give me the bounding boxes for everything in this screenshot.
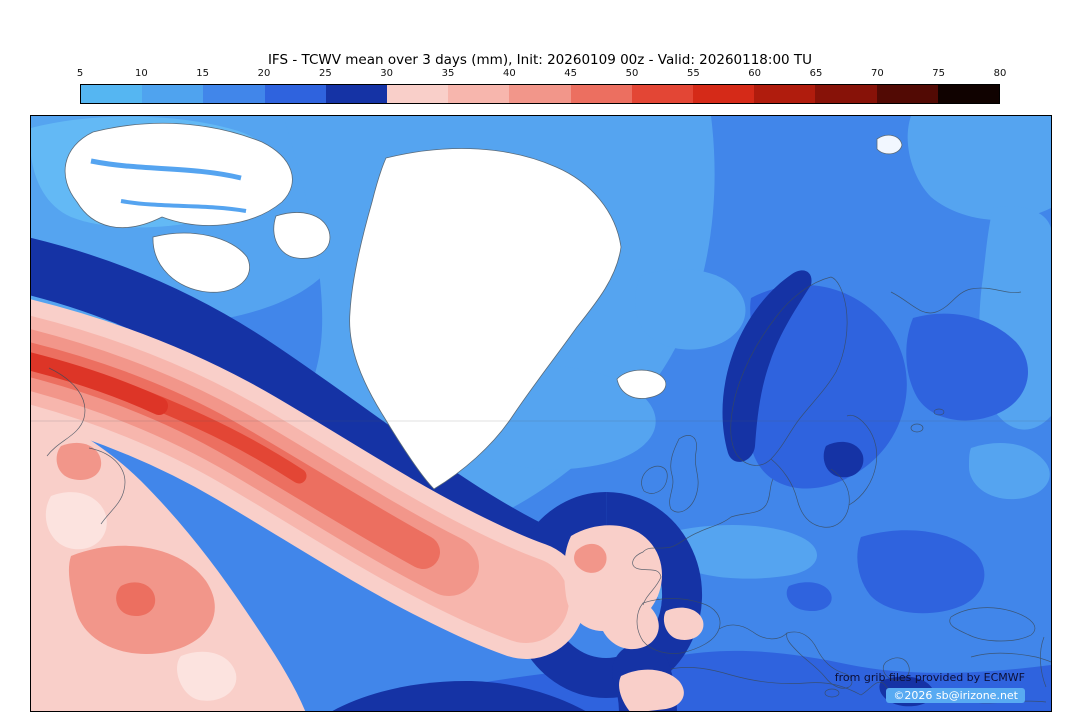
colorbar-segment — [937, 85, 1000, 103]
baltic-coast — [770, 458, 850, 528]
colorbar-tick-label: 40 — [502, 68, 516, 79]
colorbar-tick-label: 5 — [76, 68, 84, 79]
credit-source: from grib files provided by ECMWF — [834, 671, 1025, 684]
iberia-coast — [636, 598, 721, 654]
colorbar-tick-label: 10 — [134, 68, 148, 79]
chart-title: IFS - TCWV mean over 3 days (mm), Init: … — [267, 52, 813, 68]
greenland-landmass — [349, 148, 622, 490]
colorbar-segment — [815, 85, 877, 103]
west-europe-coast — [632, 478, 774, 606]
dry-landmasses — [64, 122, 903, 490]
scandinavia-coast — [730, 276, 848, 466]
ireland-coast — [641, 465, 668, 494]
colorbar-tick-label: 75 — [932, 68, 946, 79]
colorbar-segment — [754, 85, 816, 103]
tcwv-madeira-blobs — [564, 525, 704, 711]
colorbar-tick-label: 25 — [318, 68, 332, 79]
colorbar-segment — [325, 85, 388, 103]
colorbar-tick-label: 65 — [809, 68, 823, 79]
colorbar-tick-label: 35 — [441, 68, 455, 79]
russia-north-coast — [890, 287, 1022, 314]
colorbar-segment — [81, 85, 143, 103]
colorbar-tick-label: 50 — [625, 68, 639, 79]
weather-map: from grib files provided by ECMWF ©2026 … — [30, 115, 1052, 712]
great-britain-coast — [669, 435, 699, 513]
tcwv-pink-expanse — [31, 406, 306, 711]
colorbar-segment — [203, 85, 265, 103]
colorbar-tick-label: 20 — [257, 68, 271, 79]
lake-ladoga — [910, 423, 924, 433]
tcwv-moist-band — [31, 299, 585, 659]
colorbar-tick-label: 55 — [686, 68, 700, 79]
iceland-landmass — [616, 369, 667, 399]
colorbar-ticks: 5 10 15 20 25 30 35 40 45 50 55 60 65 70 75 80 — [76, 68, 1007, 82]
colorbar-segment — [387, 85, 449, 103]
colorbar-segment — [570, 85, 632, 103]
sicily-coast — [824, 688, 840, 698]
italy-coast — [786, 631, 853, 689]
colorbar-segment — [264, 85, 326, 103]
lake-onega — [933, 408, 945, 416]
colorbar-segment — [693, 85, 755, 103]
newfoundland-coast — [88, 447, 126, 525]
caspian-coast — [1040, 636, 1047, 688]
colorbar-segment — [876, 85, 938, 103]
arctic-archipelago-2 — [152, 232, 250, 293]
colorbar-tick-label: 45 — [564, 68, 578, 79]
colorbar-segment — [142, 85, 204, 103]
colorbar-segment — [509, 85, 571, 103]
colorbar-tick-label: 30 — [380, 68, 394, 79]
colorbar-bar — [80, 84, 1000, 104]
greece-coast — [882, 657, 910, 681]
baffin-island — [273, 212, 331, 259]
labrador-coast — [46, 367, 86, 457]
colorbar-tick-label: 70 — [870, 68, 884, 79]
turkey-coast — [970, 652, 1051, 663]
colorbar-tick-label: 80 — [993, 68, 1007, 79]
colorbar-segment — [631, 85, 694, 103]
colorbar-segment — [448, 85, 510, 103]
colorbar-tick-label: 15 — [196, 68, 210, 79]
credit-copyright: ©2026 sb@irizone.net — [886, 688, 1025, 703]
black-sea-coast — [949, 607, 1036, 642]
svalbard-landmass — [876, 134, 903, 155]
mediterranean-north-coast — [718, 624, 788, 640]
finland-coast — [846, 414, 878, 506]
colorbar-tick-label: 60 — [748, 68, 762, 79]
map-svg — [31, 116, 1051, 711]
